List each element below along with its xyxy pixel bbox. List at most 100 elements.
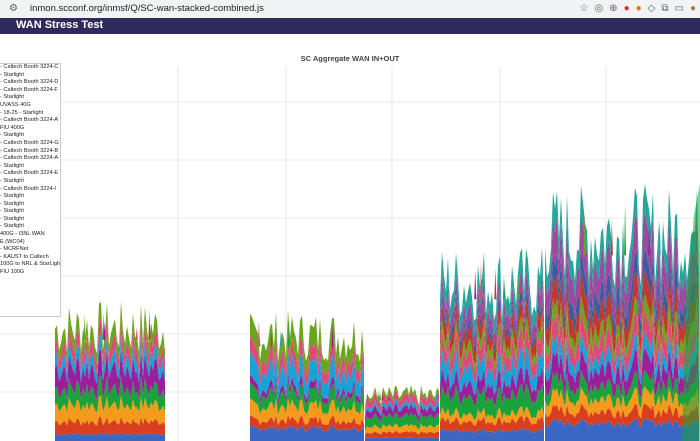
series-spike — [610, 219, 613, 256]
legend-item[interactable]: - Caltech Booth 3224-C — [0, 64, 59, 70]
page-title: WAN Stress Test — [16, 19, 104, 31]
series-area — [55, 301, 165, 365]
legend-item[interactable]: - KAUST to Caltech — [0, 253, 49, 260]
extension-icon[interactable]: ◎ — [594, 3, 604, 14]
legend-item[interactable]: - Starlight — [0, 71, 24, 78]
series-area — [55, 348, 165, 400]
site-info-icon[interactable]: ⚙ — [9, 3, 18, 14]
legend-item[interactable]: - Caltech Booth 3224-I — [0, 185, 56, 192]
extension-icon[interactable]: ● — [623, 3, 630, 14]
series-spike — [517, 270, 520, 300]
extension-icon[interactable]: ● — [635, 3, 642, 14]
series-area — [545, 183, 699, 303]
legend-item[interactable]: - Starlight — [0, 94, 24, 101]
series-spike — [366, 393, 369, 401]
series-spike — [381, 390, 384, 401]
series-area — [55, 375, 165, 413]
series-area — [440, 345, 544, 395]
series-area — [365, 430, 439, 439]
series-spike — [498, 281, 501, 300]
series-area — [55, 432, 165, 441]
series-area — [365, 423, 439, 435]
legend-item[interactable]: - Starlight — [0, 223, 24, 230]
series-spike — [148, 310, 151, 340]
series-spike — [502, 275, 505, 300]
series-spike — [331, 324, 334, 347]
series-spike — [494, 267, 497, 300]
series-area — [545, 331, 699, 385]
avatar[interactable]: ● — [689, 3, 696, 14]
series-area — [545, 369, 699, 409]
series-area — [440, 415, 544, 434]
series-area — [440, 289, 544, 353]
legend-item[interactable]: FIU 100G — [0, 269, 25, 276]
legend-item[interactable]: - Caltech Booth 3224-E — [0, 170, 59, 177]
series-area — [440, 406, 544, 426]
series-area — [545, 417, 699, 441]
legend-item[interactable]: FIU 400G — [0, 124, 25, 131]
series-area — [440, 326, 544, 382]
legend-item[interactable]: - Caltech Booth 3224-B — [0, 147, 59, 154]
series-spike — [270, 331, 273, 347]
legend-item[interactable]: - Caltech Booth 3224-A — [0, 155, 59, 162]
legend-item[interactable]: 100G to NRL & StarLight — [0, 261, 61, 268]
legend-item[interactable]: - Starlight — [0, 162, 24, 169]
legend-item[interactable]: - Starlight — [0, 177, 24, 184]
page-header: WAN Stress Test — [0, 18, 700, 34]
puzzle-icon[interactable]: ⧉ — [661, 3, 669, 14]
series-spike — [387, 396, 390, 401]
series-spike — [258, 335, 261, 347]
series-area — [55, 416, 165, 436]
series-spike — [479, 261, 482, 300]
legend-item[interactable]: - Caltech Booth 3224-G — [0, 139, 59, 146]
series-area — [545, 309, 699, 376]
legend-item[interactable]: 400G - I3NL WAN — [0, 231, 45, 238]
series-area — [250, 424, 364, 441]
legend-item[interactable]: - Starlight — [0, 215, 24, 222]
series-spike — [583, 213, 586, 256]
split-view-icon[interactable]: ▭ — [674, 3, 684, 14]
address-bar[interactable]: inmon.scconf.org/inmsf/Q/SC-wan-stacked-… — [30, 3, 264, 14]
series-spike — [102, 312, 105, 340]
legend-item[interactable]: E (WC04) — [0, 238, 25, 245]
legend-item[interactable]: - Starlight — [0, 200, 24, 207]
series-area — [365, 384, 439, 410]
legend-item[interactable]: UVASS 40G — [0, 101, 31, 108]
browser-actions: ☆ ◎ ⊕ ● ● ◇ ⧉ ▭ ● — [579, 2, 696, 16]
series-area — [545, 386, 699, 419]
legend-item[interactable]: - Caltech Booth 3224-A — [0, 117, 59, 124]
series-spike — [435, 392, 438, 401]
series-spike — [377, 391, 380, 401]
series-area — [365, 398, 439, 418]
series-area — [55, 318, 165, 375]
series-area — [365, 412, 439, 431]
extension-icon[interactable]: ◇ — [647, 3, 656, 14]
extension-icon[interactable]: ⊕ — [609, 3, 618, 14]
star-icon[interactable]: ☆ — [579, 3, 589, 14]
series-areas — [55, 183, 700, 441]
legend-item[interactable]: - MCRFNet — [0, 246, 29, 253]
series-area — [55, 334, 165, 384]
legend-item[interactable]: - Starlight — [0, 208, 24, 215]
legend-item[interactable]: - 18-25 - Starlight — [0, 109, 44, 116]
series-area — [365, 389, 439, 415]
chart-title: SC Aggregate WAN IN+OUT — [301, 54, 400, 63]
browser-toolbar: ⚙ inmon.scconf.org/inmsf/Q/SC-wan-stacke… — [0, 0, 700, 19]
series-area — [545, 294, 699, 362]
stacked-area-chart: SC Aggregate WAN IN+OUT — [0, 54, 700, 441]
series-spike — [135, 326, 138, 340]
series-area — [250, 332, 364, 387]
series-spike — [658, 219, 661, 256]
legend-item[interactable]: - Caltech Booth 3224-F — [0, 86, 58, 93]
series-area — [545, 403, 699, 428]
series-spike — [279, 330, 282, 347]
legend-item[interactable]: - Starlight — [0, 193, 24, 200]
series-area — [682, 184, 700, 441]
legend-item[interactable]: - Starlight — [0, 132, 24, 139]
series-area — [545, 347, 699, 399]
series-spike — [624, 203, 627, 256]
series-spike — [103, 320, 106, 340]
series-area — [55, 395, 165, 426]
legend-item[interactable]: - Caltech Booth 3224-D — [0, 79, 59, 86]
series-area — [250, 414, 364, 432]
